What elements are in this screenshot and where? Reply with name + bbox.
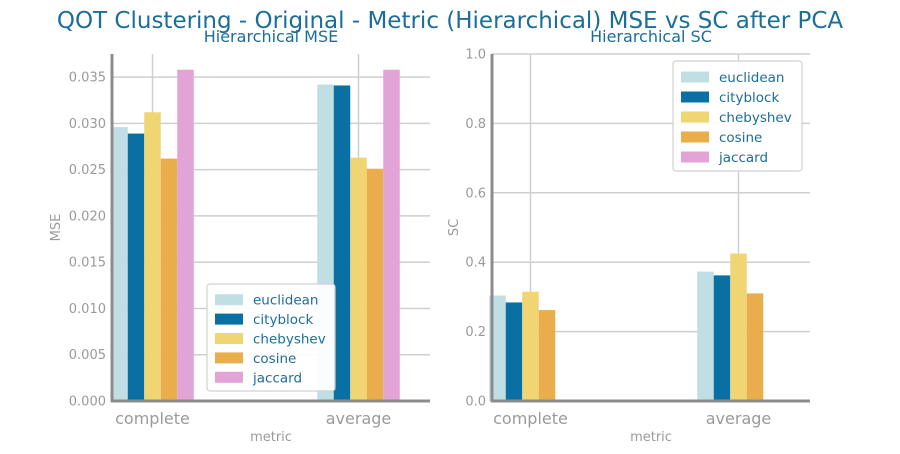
legend-swatch-cosine bbox=[681, 131, 709, 143]
bar-cityblock-average bbox=[333, 85, 351, 401]
y-tick-label: 1.0 bbox=[465, 48, 486, 63]
x-axis-label: metric bbox=[250, 430, 292, 445]
y-tick-label: 0.6 bbox=[465, 186, 486, 201]
bar-jaccard-complete bbox=[177, 69, 194, 402]
legend: euclidean cityblock chebyshev cosine jaccard bbox=[672, 60, 803, 172]
legend-label-jaccard: jaccard bbox=[252, 370, 302, 386]
x-axis-label: metric bbox=[630, 430, 672, 445]
x-tick-label: complete bbox=[115, 409, 190, 428]
panel-title: Hierarchical MSE bbox=[204, 27, 339, 46]
x-tick-label: average bbox=[326, 409, 392, 428]
legend-label-euclidean: euclidean bbox=[253, 293, 319, 309]
bar-chebyshev-average bbox=[730, 253, 747, 401]
bar-cosine-average bbox=[366, 168, 384, 401]
y-tick-label: 0.020 bbox=[69, 209, 106, 224]
legend-swatch-euclidean bbox=[681, 71, 709, 83]
legend-swatch-cosine bbox=[215, 352, 243, 364]
bar-euclidean-complete bbox=[111, 127, 128, 402]
legend-swatch-cityblock bbox=[215, 313, 243, 325]
legend-box bbox=[206, 283, 336, 392]
y-axis-label: MSE bbox=[49, 214, 64, 242]
y-axis-label: SC bbox=[447, 219, 462, 236]
bar-cosine-complete bbox=[160, 158, 178, 401]
y-tick-label: 0.030 bbox=[69, 117, 106, 132]
bar-jaccard-average bbox=[383, 69, 400, 402]
bar-cityblock-complete bbox=[505, 302, 523, 401]
mse-panel: 0.000 0.005 0.010 0.015 0.020 0.025 0.030 0.035… bbox=[49, 27, 430, 445]
bar-euclidean-average bbox=[697, 271, 714, 401]
panel-title: Hierarchical SC bbox=[590, 27, 712, 46]
legend-label-cityblock: cityblock bbox=[253, 312, 313, 328]
legend: euclidean cityblock chebyshev cosine jaccard bbox=[206, 283, 336, 392]
legend-label-jaccard: jaccard bbox=[718, 150, 768, 166]
legend-label-chebyshev: chebyshev bbox=[253, 332, 326, 348]
bar-cityblock-complete bbox=[127, 133, 145, 401]
legend-box bbox=[672, 60, 803, 172]
x-tick-label: average bbox=[706, 409, 772, 428]
legend-swatch-euclidean bbox=[215, 294, 243, 306]
bar-chebyshev-average bbox=[350, 157, 367, 401]
y-tick-label: 0.0 bbox=[465, 395, 486, 410]
legend-swatch-chebyshev bbox=[681, 111, 709, 123]
legend-label-euclidean: euclidean bbox=[719, 70, 785, 86]
bar-cosine-complete bbox=[538, 310, 556, 401]
y-tick-label: 0.025 bbox=[69, 163, 106, 178]
y-tick-label: 0.4 bbox=[465, 256, 486, 271]
bar-chebyshev-complete bbox=[522, 291, 539, 401]
legend-label-cityblock: cityblock bbox=[719, 90, 779, 106]
sc-panel: 0.0 0.2 0.4 0.6 0.8 1.0 complete average Hierarc… bbox=[447, 27, 810, 445]
y-tick-label: 0.035 bbox=[69, 71, 106, 86]
legend-label-chebyshev: chebyshev bbox=[719, 110, 792, 126]
y-tick-label: 0.000 bbox=[69, 395, 106, 410]
legend-swatch-jaccard bbox=[215, 371, 243, 383]
bar-chebyshev-complete bbox=[144, 112, 161, 402]
legend-swatch-cityblock bbox=[681, 91, 709, 103]
x-tick-label: complete bbox=[493, 409, 568, 428]
y-tick-label: 0.2 bbox=[465, 325, 486, 340]
legend-swatch-jaccard bbox=[681, 151, 709, 163]
legend-swatch-chebyshev bbox=[215, 333, 243, 344]
bar-cosine-average bbox=[746, 293, 764, 401]
y-tick-label: 0.010 bbox=[69, 302, 106, 317]
bar-cityblock-average bbox=[713, 275, 731, 401]
y-tick-label: 0.015 bbox=[69, 256, 106, 271]
legend-label-cosine: cosine bbox=[253, 351, 296, 367]
y-tick-label: 0.8 bbox=[465, 117, 486, 132]
y-tick-label: 0.005 bbox=[69, 348, 106, 363]
figure-suptitle: QOT Clustering - Original - Metric (Hier… bbox=[57, 8, 844, 34]
legend-label-cosine: cosine bbox=[719, 130, 762, 146]
